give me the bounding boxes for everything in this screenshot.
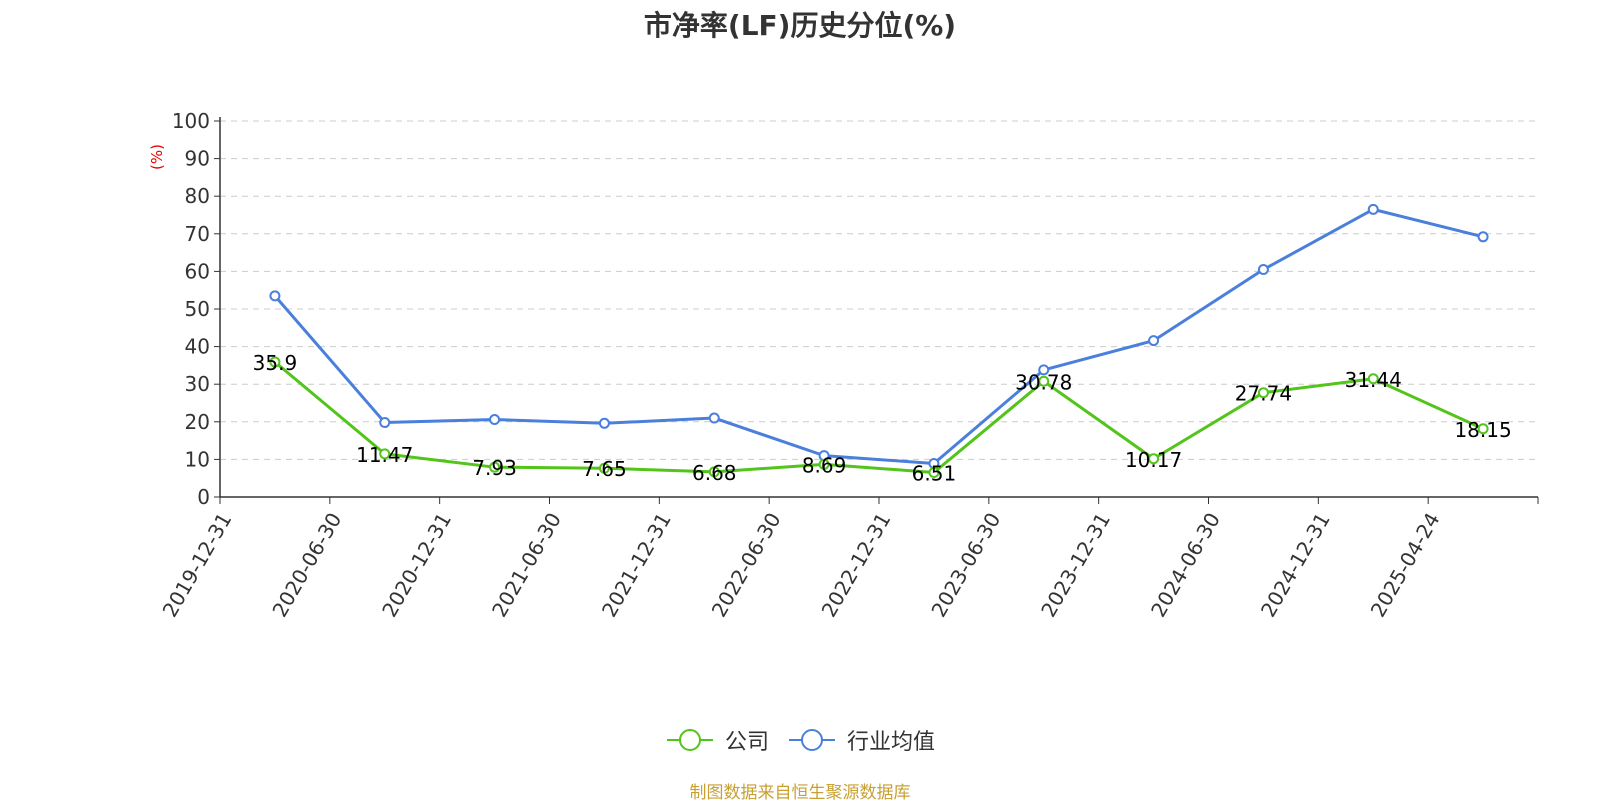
data-point[interactable] bbox=[598, 462, 610, 474]
data-point[interactable] bbox=[1257, 264, 1269, 276]
x-tick-label: 2019-12-31 bbox=[158, 509, 237, 622]
data-label: 8.69 bbox=[802, 453, 847, 477]
y-tick-label: 40 bbox=[185, 335, 210, 359]
series-line-0 bbox=[273, 360, 1484, 475]
legend-label-company: 公司 bbox=[724, 730, 769, 755]
data-label: 31.44 bbox=[1345, 368, 1402, 392]
data-point[interactable] bbox=[1257, 387, 1269, 399]
data-point[interactable] bbox=[379, 417, 391, 429]
grid-lines bbox=[220, 120, 1538, 460]
data-point[interactable] bbox=[928, 467, 940, 479]
data-point[interactable] bbox=[1148, 453, 1160, 465]
x-tick-label: 2022-06-30 bbox=[707, 509, 786, 622]
y-tick-label: 80 bbox=[185, 184, 210, 208]
data-point[interactable] bbox=[269, 290, 281, 302]
data-point[interactable] bbox=[269, 356, 281, 368]
x-tick-label: 2021-06-30 bbox=[487, 509, 566, 622]
data-point[interactable] bbox=[1477, 231, 1489, 243]
x-tick-label: 2024-06-30 bbox=[1146, 509, 1225, 622]
data-label: 6.51 bbox=[912, 462, 957, 486]
data-point[interactable] bbox=[708, 412, 720, 424]
data-label: 27.74 bbox=[1235, 382, 1292, 406]
y-tick-label: 50 bbox=[185, 297, 210, 321]
y-axis-unit-label: (%) bbox=[148, 144, 166, 170]
legend-item-company[interactable]: 公司 bbox=[665, 724, 769, 756]
x-tick-label: 2020-12-31 bbox=[377, 508, 456, 621]
data-point[interactable] bbox=[379, 448, 391, 460]
y-tick-label: 10 bbox=[185, 447, 210, 471]
legend-industry-icon bbox=[789, 729, 835, 751]
legend-company-icon bbox=[666, 729, 713, 751]
x-tick-label: 2024-12-31 bbox=[1256, 509, 1335, 622]
x-tick-label: 2023-12-31 bbox=[1036, 509, 1115, 622]
source-note: 制图数据来自恒生聚源数据库 bbox=[689, 783, 911, 803]
axes: 0 10 20 30 40 50 60 70 80 90 100 2019-12-31 2020-06-… bbox=[158, 109, 1539, 622]
data-point[interactable] bbox=[598, 417, 610, 429]
legend-label-industry-average: 行业均值 bbox=[847, 730, 936, 755]
data-point[interactable] bbox=[1367, 373, 1379, 385]
data-point[interactable] bbox=[489, 461, 501, 473]
y-tick-label: 0 bbox=[197, 485, 210, 509]
y-tick-label: 100 bbox=[172, 109, 210, 133]
data-label: 6.68 bbox=[692, 461, 737, 485]
y-tick-label: 60 bbox=[185, 259, 210, 283]
data-label: 7.65 bbox=[582, 457, 627, 481]
x-tick-label: 2023-06-30 bbox=[926, 508, 1005, 621]
data-label: 11.47 bbox=[356, 443, 413, 467]
data-point[interactable] bbox=[1038, 375, 1050, 387]
y-tick-label: 30 bbox=[185, 372, 210, 396]
chart-title: 市净率(LF)历史分位(%) bbox=[643, 9, 957, 42]
y-tick-label: 90 bbox=[185, 147, 210, 171]
data-label: 7.93 bbox=[472, 456, 517, 480]
data-point[interactable] bbox=[1038, 364, 1050, 376]
legend: 公司 行业均值 bbox=[0, 722, 1600, 758]
data-point[interactable] bbox=[1367, 203, 1379, 215]
series-layer bbox=[269, 203, 1489, 479]
data-label: 10.17 bbox=[1125, 448, 1182, 472]
x-tick-label: 2025-04-24 bbox=[1366, 509, 1445, 622]
data-point[interactable] bbox=[1477, 423, 1489, 435]
data-label: 35.9 bbox=[253, 351, 298, 375]
data-labels: 35.9 11.47 7.93 7.65 6.68 8.69 6.51 30.78 10.17 2… bbox=[253, 351, 1512, 486]
legend-item-industry-average[interactable]: 行业均值 bbox=[787, 724, 935, 756]
x-tick-label: 2021-12-31 bbox=[597, 509, 676, 622]
data-point[interactable] bbox=[708, 466, 720, 478]
data-label: 18.15 bbox=[1454, 418, 1511, 442]
data-point[interactable] bbox=[489, 414, 501, 426]
y-tick-label: 20 bbox=[185, 410, 210, 434]
data-label: 30.78 bbox=[1015, 370, 1072, 394]
x-tick-label: 2020-06-30 bbox=[267, 509, 346, 622]
x-tick-label: 2022-12-31 bbox=[817, 509, 896, 622]
series-line-1 bbox=[273, 207, 1484, 466]
y-tick-label: 70 bbox=[185, 222, 210, 246]
data-point[interactable] bbox=[818, 458, 830, 470]
data-point[interactable] bbox=[1148, 335, 1160, 347]
